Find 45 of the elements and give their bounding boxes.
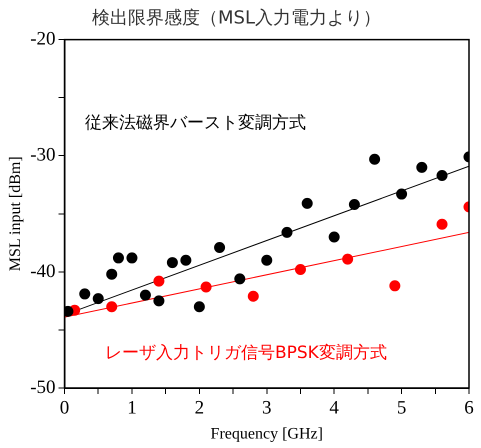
point: [153, 295, 164, 306]
y-axis-title: MSL input [dBm]: [6, 156, 24, 272]
point: [112, 252, 124, 264]
point: [248, 290, 259, 302]
point: [436, 218, 448, 230]
point: [214, 242, 226, 253]
series-label: レーザ入力トリガ信号BPSK変調方式: [104, 342, 387, 363]
point: [416, 162, 428, 173]
point: [302, 198, 313, 209]
y-tick-label: -20: [30, 28, 56, 50]
x-tick-label: 4: [329, 397, 340, 418]
point: [126, 252, 138, 264]
point: [342, 254, 354, 265]
point: [153, 276, 164, 287]
point: [261, 254, 272, 266]
point: [200, 281, 212, 292]
x-tick-label: 1: [127, 397, 137, 418]
y-tick-label: -50: [30, 376, 56, 398]
y-tick-label: -40: [30, 260, 56, 282]
point: [194, 301, 205, 312]
point: [294, 264, 306, 276]
point: [281, 226, 292, 238]
x-tick-label: 6: [464, 397, 474, 418]
text: 従来法磁界バースト変調方式: [84, 113, 306, 134]
point: [140, 290, 151, 301]
chart-title: 検出限界感度（MSL入力電力より）: [92, 7, 381, 28]
point: [389, 280, 400, 292]
point: [166, 257, 178, 268]
x-tick-label: 3: [262, 397, 272, 418]
point: [328, 232, 340, 243]
point: [396, 188, 408, 200]
point: [348, 199, 360, 210]
x-tick-label: 5: [396, 397, 406, 418]
point: [369, 154, 380, 165]
x-tick-label: 0: [60, 397, 70, 418]
point: [92, 293, 104, 304]
y-tick-label: -30: [30, 144, 56, 166]
point: [106, 301, 118, 312]
point: [180, 254, 192, 266]
point: [234, 273, 246, 284]
point: [79, 288, 90, 300]
x-tick-label: 2: [194, 397, 204, 418]
x-axis-title: Frequency [GHz]: [210, 426, 323, 443]
point: [106, 268, 118, 280]
point: [436, 170, 448, 181]
